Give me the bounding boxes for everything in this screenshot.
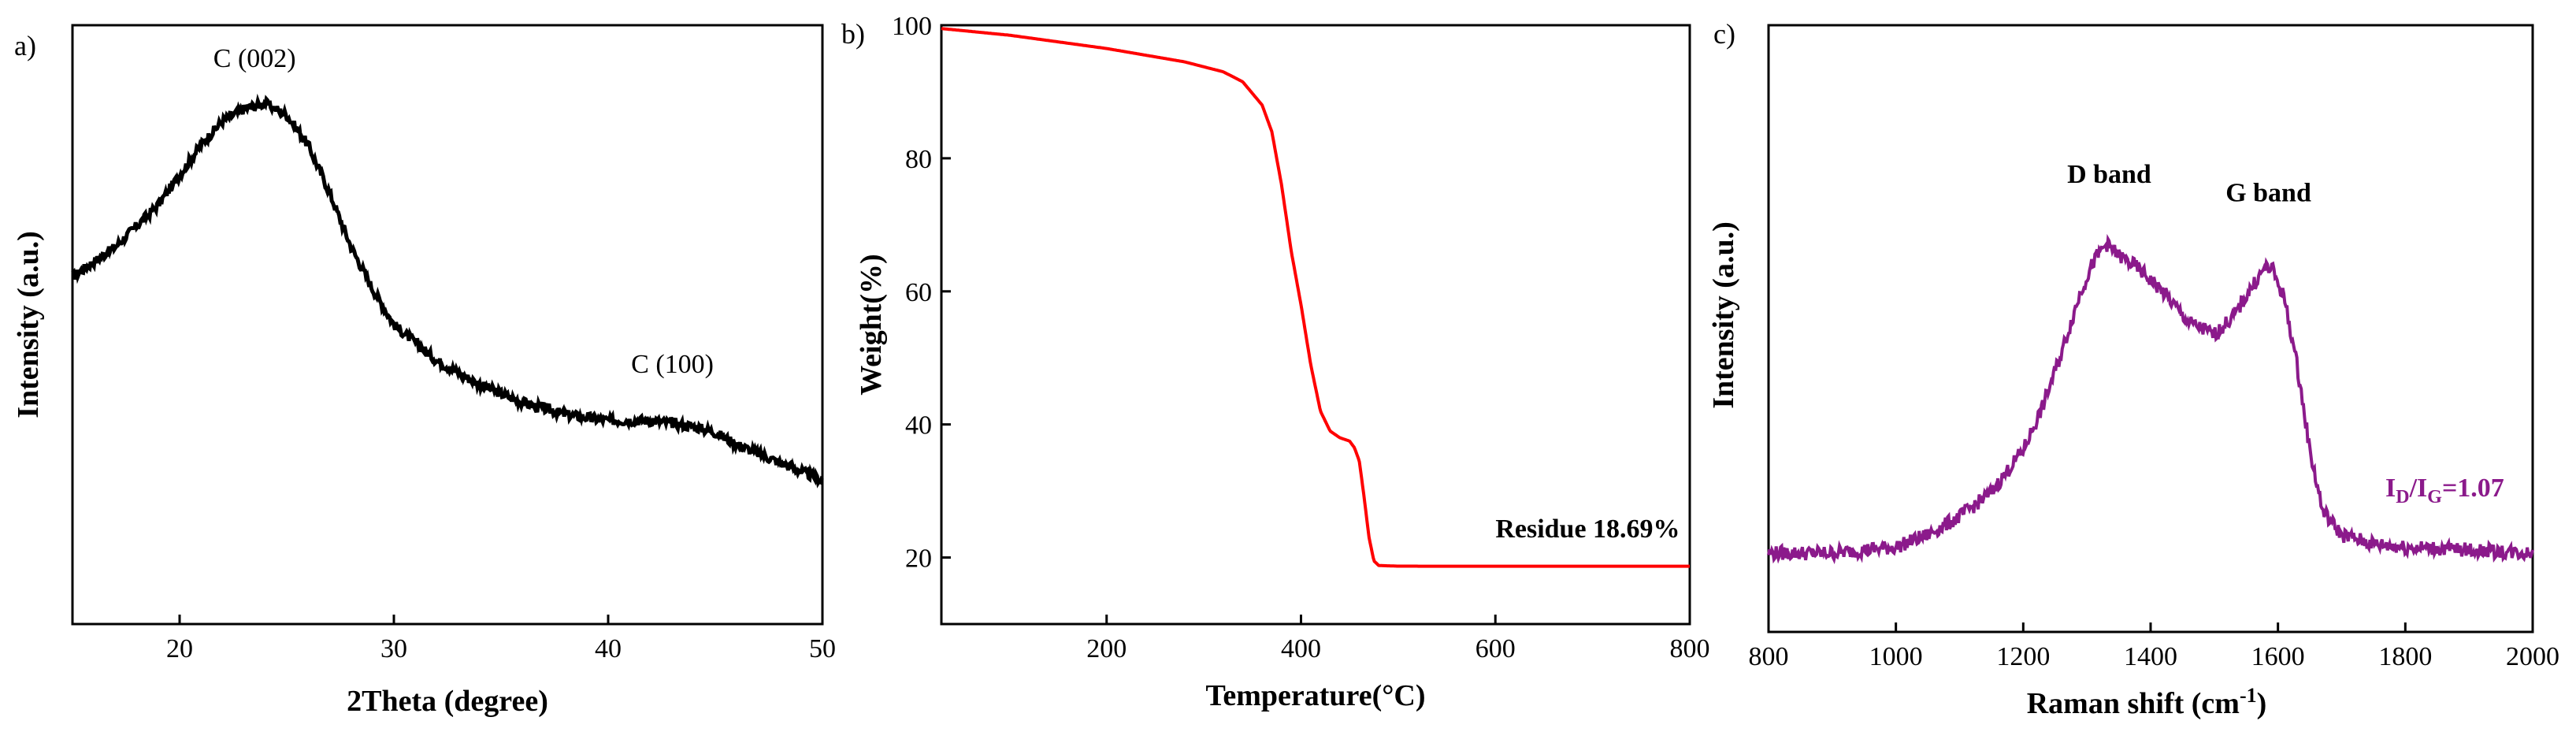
raman-d-band-label: D band: [2067, 160, 2151, 189]
xrd-x-ticks: 20 30 40 50: [166, 615, 836, 663]
xrd-peak-label-002: C (002): [213, 44, 296, 73]
xrd-peak-label-100: C (100): [631, 350, 714, 379]
raman-x-tick-label: 1200: [1996, 642, 2050, 671]
raman-x-tick-label: 800: [1749, 642, 1789, 671]
tga-panel: b) 200 400 600 800 20 40 60 80 100 Residue 18.6…: [841, 12, 1710, 712]
xrd-panel: a) 20 30 40 50 C (002) C (100) 2Theta (degr…: [12, 24, 836, 718]
raman-intensity-ratio-label: ID/IG=1.07: [2385, 474, 2504, 507]
raman-series-line: [1767, 233, 2534, 565]
raman-x-tick-label: 2000: [2506, 642, 2559, 671]
raman-y-axis-title: Intensity (a.u.): [1707, 221, 1740, 409]
panel-label-b: b): [841, 18, 865, 50]
xrd-series-line: [71, 93, 824, 489]
raman-x-tick-label: 1400: [2124, 642, 2177, 671]
panel-label-a: a): [14, 30, 36, 61]
xrd-y-axis-title: Intensity (a.u.): [12, 231, 45, 418]
tga-y-tick-label: 60: [905, 278, 932, 307]
tga-plot-frame: [940, 24, 1691, 626]
tga-x-tick-label: 800: [1670, 634, 1710, 663]
tga-y-tick-label: 100: [892, 12, 932, 41]
xrd-x-tick-label: 50: [809, 634, 836, 663]
xrd-x-tick-label: 20: [166, 634, 193, 663]
tga-x-tick-label: 400: [1281, 634, 1321, 663]
raman-x-axis-title: Raman shift (cm-1): [2027, 684, 2267, 720]
xrd-x-tick-label: 30: [380, 634, 407, 663]
raman-g-band-label: G band: [2225, 178, 2311, 207]
xrd-x-axis-title: 2Theta (degree): [347, 685, 548, 718]
tga-y-tick-label: 80: [905, 145, 932, 174]
raman-plot-frame: [1767, 24, 2534, 634]
tga-x-ticks: 200 400 600 800: [1086, 615, 1710, 663]
tga-y-ticks: 20 40 60 80 100: [892, 12, 951, 574]
tga-y-tick-label: 40: [905, 411, 932, 440]
raman-x-tick-label: 1600: [2251, 642, 2305, 671]
panel-label-c: c): [1713, 18, 1735, 50]
raman-x-tick-label: 1800: [2378, 642, 2432, 671]
raman-x-ticks: 800 1000 1200 1400 1600 1800 2000: [1749, 622, 2559, 671]
xrd-x-tick-label: 40: [595, 634, 622, 663]
tga-x-tick-label: 600: [1475, 634, 1516, 663]
raman-x-tick-label: 1000: [1869, 642, 1923, 671]
tga-series-line: [941, 27, 1690, 568]
tga-residue-label: Residue 18.69%: [1495, 515, 1680, 544]
tga-x-axis-title: Temperature(°C): [1205, 679, 1425, 712]
tga-y-tick-label: 20: [905, 544, 932, 574]
tga-x-tick-label: 200: [1086, 634, 1127, 663]
xrd-plot-frame: [71, 24, 824, 626]
tga-y-axis-title: Weight(%): [855, 254, 888, 395]
raman-panel: c) 800 1000 1200 1400 1600 1800 2000 D band G …: [1707, 18, 2559, 720]
